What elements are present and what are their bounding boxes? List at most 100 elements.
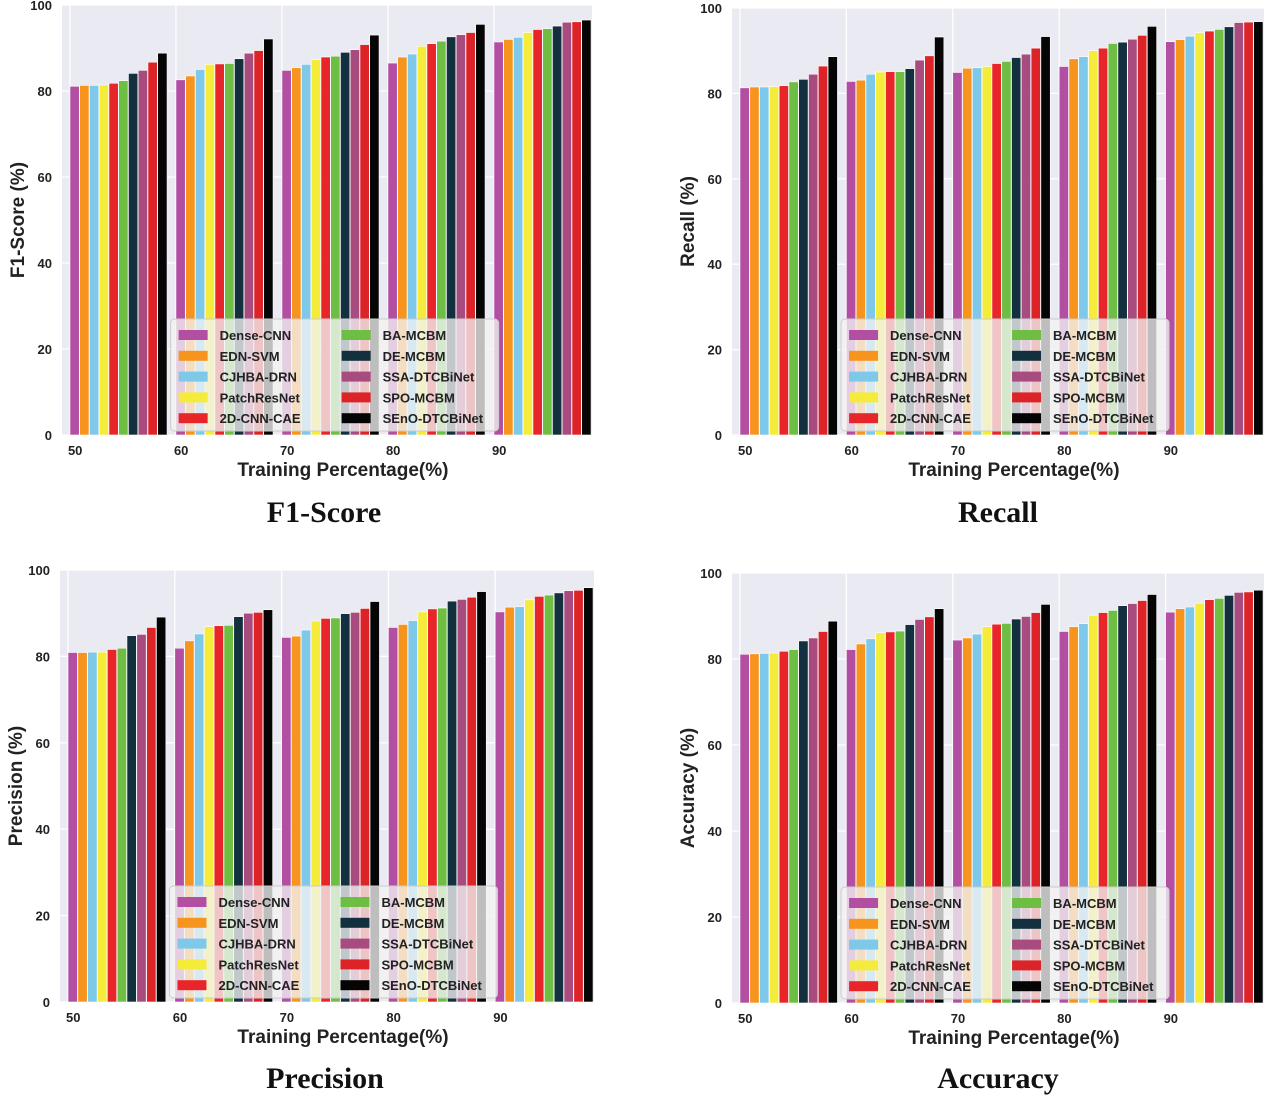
y-tick-label: 20 [36, 909, 50, 924]
bar-patchresnet-50 [769, 86, 780, 436]
bar-de-mcbm-60 [233, 616, 244, 1003]
legend-swatch [1012, 330, 1042, 340]
bar-patchresnet-80 [1088, 50, 1099, 436]
bar-2d-cnn-cae-70 [320, 56, 331, 436]
x-tick-label: 80 [386, 1010, 400, 1025]
bar-seno-dtcbinet-50 [156, 616, 167, 1003]
y-tick-label: 100 [700, 566, 722, 581]
bar-cjhba-drn-90 [1184, 35, 1195, 436]
x-axis-label: Training Percentage(%) [908, 460, 1119, 481]
legend-label: CJHBA-DRN [218, 937, 295, 952]
bar-ssa-dtcbinet-70 [1021, 616, 1031, 1004]
bar-dense-cnn-70 [952, 639, 963, 1004]
legend-item-2d-cnn-cae: 2D-CNN-CAE [178, 411, 301, 426]
bar-dense-cnn-90 [493, 41, 504, 436]
bar-ba-mcbm-90 [1214, 598, 1225, 1004]
legend: Dense-CNN EDN-SVM CJHBA-DRN PatchResNet 2D-C… [840, 318, 1170, 432]
legend-swatch [178, 371, 208, 382]
legend-swatch [849, 371, 879, 382]
bar-cjhba-drn-80 [1078, 56, 1089, 436]
legend-label: Dense-CNN [218, 895, 290, 910]
bar-seno-dtcbinet-60 [934, 36, 945, 436]
bar-spo-mcbm-50 [146, 627, 157, 1003]
bar-patchresnet-90 [1194, 602, 1205, 1004]
y-tick-label: 40 [38, 256, 52, 271]
legend-swatch [849, 981, 879, 992]
legend-label: SPO-MCBM [383, 390, 455, 405]
bar-de-mcbm-90 [1224, 26, 1234, 436]
bar-seno-dtcbinet-60 [934, 608, 945, 1004]
legend-label: SEnO-DTCBiNet [1053, 411, 1154, 426]
bar-edn-svm-60 [855, 79, 866, 436]
bar-patchresnet-90 [1194, 32, 1205, 436]
chart-panel-accuracy: 0 20 40 60 80 100 50 60 70 80 90 Training Percentag… [640, 560, 1280, 1097]
legend-item-spo-mcbm: SPO-MCBM [340, 957, 454, 972]
bar-dense-cnn-90 [494, 611, 505, 1003]
x-tick-label: 60 [174, 443, 188, 458]
bar-2d-cnn-cae-60 [885, 71, 896, 436]
legend-label: SSA-DTCBiNet [383, 370, 475, 385]
bar-2d-cnn-cae-90 [1204, 599, 1215, 1004]
legend-swatch [341, 350, 371, 361]
legend-swatch [849, 939, 879, 950]
bar-patchresnet-80 [1088, 614, 1099, 1004]
bar-de-mcbm-50 [798, 640, 809, 1004]
bar-2d-cnn-cae-80 [427, 608, 438, 1003]
bar-dense-cnn-90 [1165, 611, 1176, 1004]
bar-patchresnet-50 [98, 84, 109, 436]
legend-item-ssa-dtcbinet: SSA-DTCBiNet [1012, 370, 1145, 385]
legend-label: SSA-DTCBiNet [1053, 370, 1145, 385]
bar-ba-mcbm-60 [895, 71, 905, 436]
legend-item-cjhba-drn: CJHBA-DRN [178, 370, 297, 385]
bar-ba-mcbm-80 [1107, 610, 1118, 1004]
legend-swatch [849, 413, 879, 424]
legend-item-ba-mcbm: BA-MCBM [340, 895, 445, 910]
legend-swatch [178, 413, 208, 424]
legend-label: PatchResNet [220, 390, 301, 405]
legend-swatch [177, 917, 207, 928]
bar-patchresnet-70 [981, 66, 992, 436]
bar-2d-cnn-cae-90 [532, 29, 543, 436]
bar-ssa-dtcbinet-70 [1021, 53, 1031, 436]
y-tick-label: 0 [45, 428, 52, 443]
legend-label: 2D-CNN-CAE [890, 411, 971, 426]
legend-label: PatchResNet [890, 390, 971, 405]
legend-item-ba-mcbm: BA-MCBM [1012, 896, 1117, 911]
legend-swatch [849, 960, 879, 971]
legend-item-dense-cnn: Dense-CNN [849, 896, 962, 911]
bar-ssa-dtcbinet-50 [137, 70, 148, 436]
bar-2d-cnn-cae-60 [213, 625, 224, 1003]
legend-item-seno-dtcbinet: SEnO-DTCBiNet [341, 411, 484, 426]
legend-item-edn-svm: EDN-SVM [178, 349, 280, 364]
bar-de-mcbm-90 [552, 25, 563, 436]
bar-2d-cnn-cae-50 [778, 85, 789, 436]
legend-swatch [1012, 371, 1042, 382]
bar-dense-cnn-60 [174, 647, 185, 1003]
bar-dense-cnn-50 [67, 652, 78, 1003]
bar-edn-svm-60 [185, 75, 196, 436]
bar-2d-cnn-cae-50 [778, 650, 789, 1004]
legend-label: BA-MCBM [1053, 328, 1117, 343]
bar-ba-mcbm-70 [330, 55, 341, 436]
bar-seno-dtcbinet-80 [475, 24, 486, 436]
caption-accuracy: Accuracy [937, 1062, 1059, 1095]
x-axis-label: Training Percentage(%) [237, 1027, 448, 1048]
bar-spo-mcbm-90 [1243, 21, 1254, 436]
chart-panel-precision: 0 20 40 60 80 100 50 60 70 80 90 Training Percentag… [0, 560, 640, 1097]
bar-cjhba-drn-60 [194, 633, 205, 1003]
bar-2d-cnn-cae-80 [426, 43, 437, 436]
bar-2d-cnn-cae-60 [214, 63, 225, 436]
legend-item-seno-dtcbinet: SEnO-DTCBiNet [340, 978, 483, 993]
legend: Dense-CNN EDN-SVM CJHBA-DRN PatchResNet 2D-C… [168, 885, 498, 999]
y-tick-label: 80 [708, 652, 722, 667]
legend-item-seno-dtcbinet: SEnO-DTCBiNet [1012, 979, 1154, 994]
bar-patchresnet-60 [875, 71, 886, 436]
legend-label: SPO-MCBM [1053, 390, 1125, 405]
bar-patchresnet-90 [524, 599, 535, 1003]
legend-swatch [1012, 960, 1042, 971]
bar-ba-mcbm-50 [118, 80, 129, 436]
legend-swatch [341, 392, 371, 403]
bar-ba-mcbm-90 [1214, 29, 1225, 436]
legend-item-patchresnet: PatchResNet [849, 390, 971, 405]
bar-patchresnet-60 [875, 632, 886, 1004]
